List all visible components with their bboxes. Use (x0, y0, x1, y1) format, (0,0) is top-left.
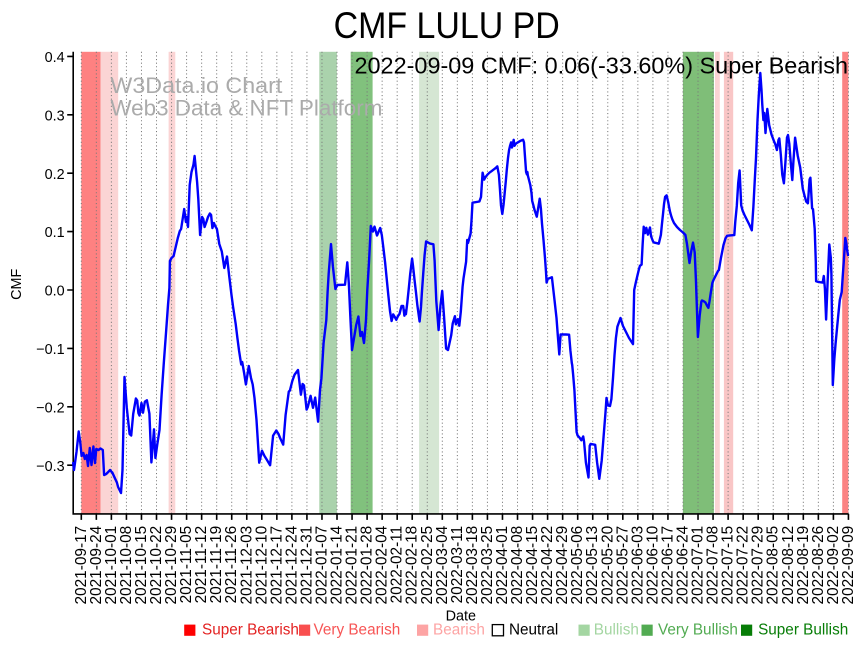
svg-text:2021-12-31: 2021-12-31 (298, 526, 315, 605)
svg-text:2022-03-25: 2022-03-25 (479, 526, 496, 605)
svg-text:0.3: 0.3 (45, 108, 65, 124)
svg-text:2021-09-24: 2021-09-24 (88, 525, 105, 604)
svg-text:W3Data.io Chart: W3Data.io Chart (110, 73, 283, 98)
svg-text:2022-06-03: 2022-06-03 (629, 526, 646, 605)
svg-text:0.1: 0.1 (45, 225, 65, 241)
svg-text:2022-08-12: 2022-08-12 (780, 526, 797, 605)
svg-text:Very Bearish: Very Bearish (314, 622, 401, 639)
svg-text:2022-06-10: 2022-06-10 (644, 526, 661, 605)
svg-text:0.2: 0.2 (45, 167, 65, 183)
svg-text:CMF LULU PD: CMF LULU PD (334, 4, 560, 46)
svg-text:2021-11-05: 2021-11-05 (178, 526, 195, 604)
svg-text:2022-06-24: 2022-06-24 (674, 525, 691, 604)
svg-text:Neutral: Neutral (509, 622, 558, 639)
svg-text:2021-12-17: 2021-12-17 (268, 526, 285, 605)
svg-text:2021-12-03: 2021-12-03 (238, 526, 255, 605)
svg-text:2021-10-22: 2021-10-22 (148, 526, 165, 605)
svg-text:2022-02-18: 2022-02-18 (404, 526, 421, 605)
svg-text:0.0: 0.0 (45, 284, 65, 300)
svg-text:2022-05-06: 2022-05-06 (569, 526, 586, 605)
svg-text:2022-08-05: 2022-08-05 (765, 526, 782, 605)
svg-text:2022-03-18: 2022-03-18 (464, 526, 481, 605)
svg-text:2022-09-02: 2022-09-02 (825, 526, 842, 605)
svg-text:2022-08-26: 2022-08-26 (810, 526, 827, 605)
svg-text:2022-01-21: 2022-01-21 (344, 526, 361, 605)
svg-text:2022-05-20: 2022-05-20 (599, 526, 616, 605)
svg-text:2021-12-10: 2021-12-10 (253, 526, 270, 605)
svg-text:2021-10-01: 2021-10-01 (103, 526, 120, 605)
svg-text:Web3 Data & NFT Platform: Web3 Data & NFT Platform (110, 96, 382, 121)
svg-text:2021-10-29: 2021-10-29 (163, 526, 180, 605)
svg-text:2022-06-17: 2022-06-17 (659, 526, 676, 605)
svg-text:Super Bullish: Super Bullish (758, 622, 848, 639)
svg-text:2022-02-11: 2022-02-11 (389, 526, 406, 604)
svg-text:Bearish: Bearish (433, 622, 485, 639)
svg-text:2022-07-29: 2022-07-29 (750, 526, 767, 605)
svg-text:2022-07-01: 2022-07-01 (690, 526, 707, 605)
svg-text:−0.2: −0.2 (36, 400, 64, 416)
svg-text:0.4: 0.4 (45, 50, 65, 66)
svg-text:2022-05-13: 2022-05-13 (584, 526, 601, 605)
svg-text:2022-07-22: 2022-07-22 (735, 526, 752, 605)
svg-text:2022-03-04: 2022-03-04 (434, 525, 451, 604)
svg-text:2022-02-04: 2022-02-04 (374, 525, 391, 604)
svg-text:2021-10-15: 2021-10-15 (133, 526, 150, 605)
svg-text:2022-07-15: 2022-07-15 (720, 526, 737, 605)
svg-text:2022-04-29: 2022-04-29 (554, 526, 571, 605)
svg-text:2021-10-08: 2021-10-08 (118, 526, 135, 605)
svg-text:2022-05-27: 2022-05-27 (614, 526, 631, 605)
svg-text:Date: Date (446, 608, 476, 624)
svg-text:−0.1: −0.1 (36, 342, 64, 358)
svg-text:2021-12-24: 2021-12-24 (283, 525, 300, 604)
svg-text:2022-07-08: 2022-07-08 (705, 526, 722, 605)
svg-text:2022-09-09 CMF: 0.06(-33.60%): 2022-09-09 CMF: 0.06(-33.60%) Super Bear… (355, 53, 849, 79)
svg-text:Super Bearish: Super Bearish (202, 622, 299, 639)
svg-text:2022-01-28: 2022-01-28 (359, 526, 376, 605)
svg-text:2021-11-26: 2021-11-26 (223, 526, 240, 604)
svg-text:2022-09-09: 2022-09-09 (840, 526, 857, 605)
svg-text:2021-11-19: 2021-11-19 (208, 526, 225, 604)
svg-text:2022-04-15: 2022-04-15 (524, 526, 541, 605)
svg-text:2022-04-08: 2022-04-08 (509, 526, 526, 605)
svg-text:2022-02-25: 2022-02-25 (419, 526, 436, 605)
svg-text:2022-04-22: 2022-04-22 (539, 526, 556, 605)
svg-text:2022-08-19: 2022-08-19 (795, 526, 812, 605)
svg-text:2022-01-14: 2022-01-14 (329, 525, 346, 604)
svg-text:Bullish: Bullish (594, 622, 639, 639)
svg-text:Very Bullish: Very Bullish (658, 622, 738, 639)
svg-text:2021-11-12: 2021-11-12 (193, 526, 210, 604)
svg-text:CMF: CMF (9, 269, 25, 300)
svg-text:−0.3: −0.3 (36, 459, 64, 475)
svg-text:2022-01-07: 2022-01-07 (313, 526, 330, 605)
svg-text:2021-09-17: 2021-09-17 (73, 526, 90, 605)
svg-text:2022-04-01: 2022-04-01 (494, 526, 511, 605)
svg-text:2022-03-11: 2022-03-11 (449, 526, 466, 604)
